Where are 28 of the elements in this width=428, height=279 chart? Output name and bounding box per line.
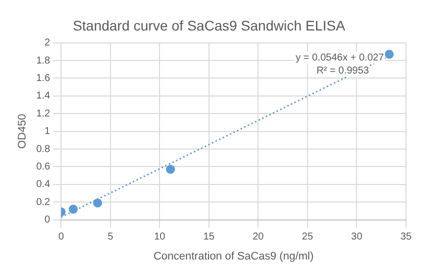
y-tick-label: 1.2 bbox=[36, 108, 51, 120]
y-tick-label: 0.4 bbox=[36, 179, 51, 190]
x-tick-label: 30 bbox=[351, 232, 363, 243]
y-tick-label: 0 bbox=[44, 214, 51, 226]
x-tick-label: 35 bbox=[400, 232, 412, 243]
point bbox=[68, 204, 78, 214]
y-tick-label: 1 bbox=[44, 126, 51, 138]
y-tick-label: 1.8 bbox=[36, 55, 51, 66]
x-tick-label: 15 bbox=[203, 232, 215, 243]
annotation: y = 0.0546x + 0.027 bbox=[296, 52, 384, 64]
y-tick-label: 1.4 bbox=[36, 90, 51, 102]
chart-title: Standard curve of SaCas9 Sandwich ELISA bbox=[72, 17, 346, 34]
y-tick-label: 0.8 bbox=[36, 144, 51, 155]
y-tick-label: 0.2 bbox=[36, 196, 51, 208]
x-tick-label: 25 bbox=[302, 232, 314, 243]
x-tick-label: 20 bbox=[252, 232, 264, 243]
x-tick-label: 10 bbox=[154, 232, 166, 243]
y-axis-title: OD450 bbox=[16, 114, 29, 149]
y-tick-label: 2 bbox=[44, 38, 51, 49]
x-tick-label: 0 bbox=[58, 232, 64, 243]
y-tick-label: 1.6 bbox=[36, 72, 51, 84]
y-tick-label: 0.6 bbox=[36, 161, 51, 172]
point bbox=[384, 50, 394, 59]
point bbox=[166, 164, 175, 174]
annotation: R² = 0.9953 bbox=[316, 66, 370, 77]
x-tick-label: 5 bbox=[108, 232, 114, 243]
point bbox=[93, 198, 102, 208]
x-axis-title: Concentration of SaCas9 (ng/ml) bbox=[153, 250, 314, 262]
